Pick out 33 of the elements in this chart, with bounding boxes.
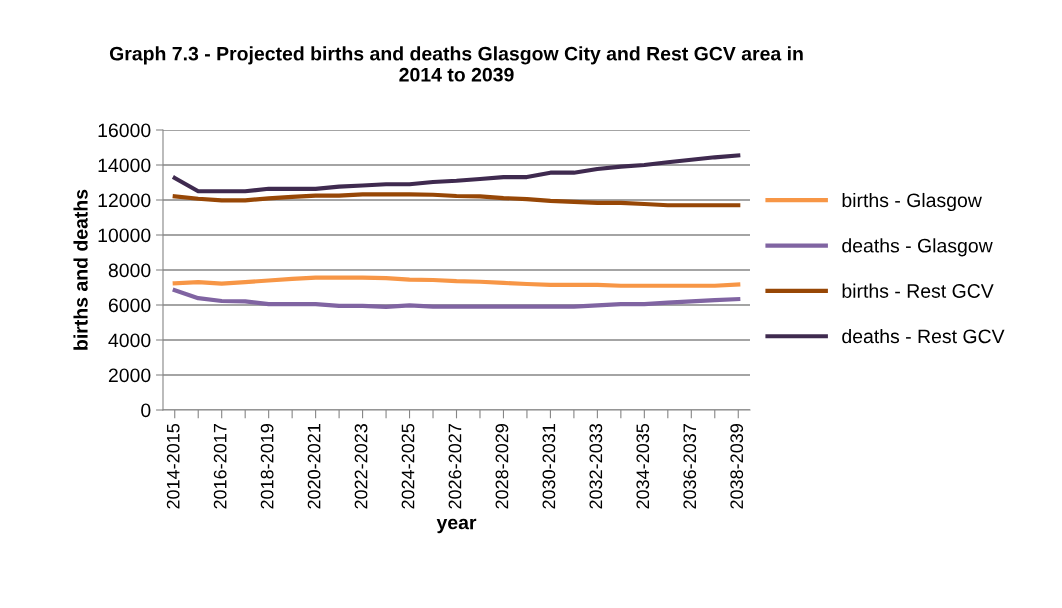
y-tick-label: 2000 xyxy=(108,368,151,383)
x-tick-label: 2028-2029 xyxy=(495,424,509,509)
legend-label: deaths - Rest GCV xyxy=(842,328,1005,344)
line-series xyxy=(172,192,741,208)
y-tick-label: 4000 xyxy=(108,333,151,348)
x-tick-label: 2038-2039 xyxy=(730,424,744,509)
y-tick-label: 16000 xyxy=(98,123,151,138)
y-tick-label: 6000 xyxy=(108,298,151,313)
line-series xyxy=(172,275,741,288)
y-tick-label: 0 xyxy=(141,403,151,418)
x-tick-label: 2014-2015 xyxy=(166,423,180,509)
legend-label: births - Rest GCV xyxy=(842,283,994,298)
x-tick-label: 2026-2027 xyxy=(448,424,462,509)
x-tick-label: 2024-2025 xyxy=(401,423,415,509)
x-tick-label: 2022-2023 xyxy=(354,423,368,509)
x-tick-label: 2016-2017 xyxy=(213,424,227,509)
y-tick-label: 10000 xyxy=(98,228,151,243)
y-tick-label: 14000 xyxy=(98,158,151,173)
x-tick-label: 2032-2033 xyxy=(589,423,603,509)
y-axis-title: births and deaths xyxy=(73,189,88,350)
legend-label: births - Glasgow xyxy=(842,192,982,212)
x-tick-label: 2018-2019 xyxy=(260,424,274,509)
legend-label: deaths - Glasgow xyxy=(842,238,993,257)
x-tick-label: 2030-2031 xyxy=(542,424,556,509)
chart-title: Graph 7.3 - Projected births and deaths Glasgow City and Rest GCV area in 2014 to 2039 xyxy=(109,46,803,82)
line-series xyxy=(172,288,741,310)
x-tick-label: 2020-2021 xyxy=(307,424,321,509)
y-tick-label: 12000 xyxy=(98,193,151,208)
line-series xyxy=(172,153,741,194)
y-tick-label: 8000 xyxy=(108,263,151,278)
x-axis-title: year xyxy=(436,518,477,534)
x-tick-label: 2034-2035 xyxy=(636,423,650,509)
x-tick-label: 2036-2037 xyxy=(683,424,697,509)
